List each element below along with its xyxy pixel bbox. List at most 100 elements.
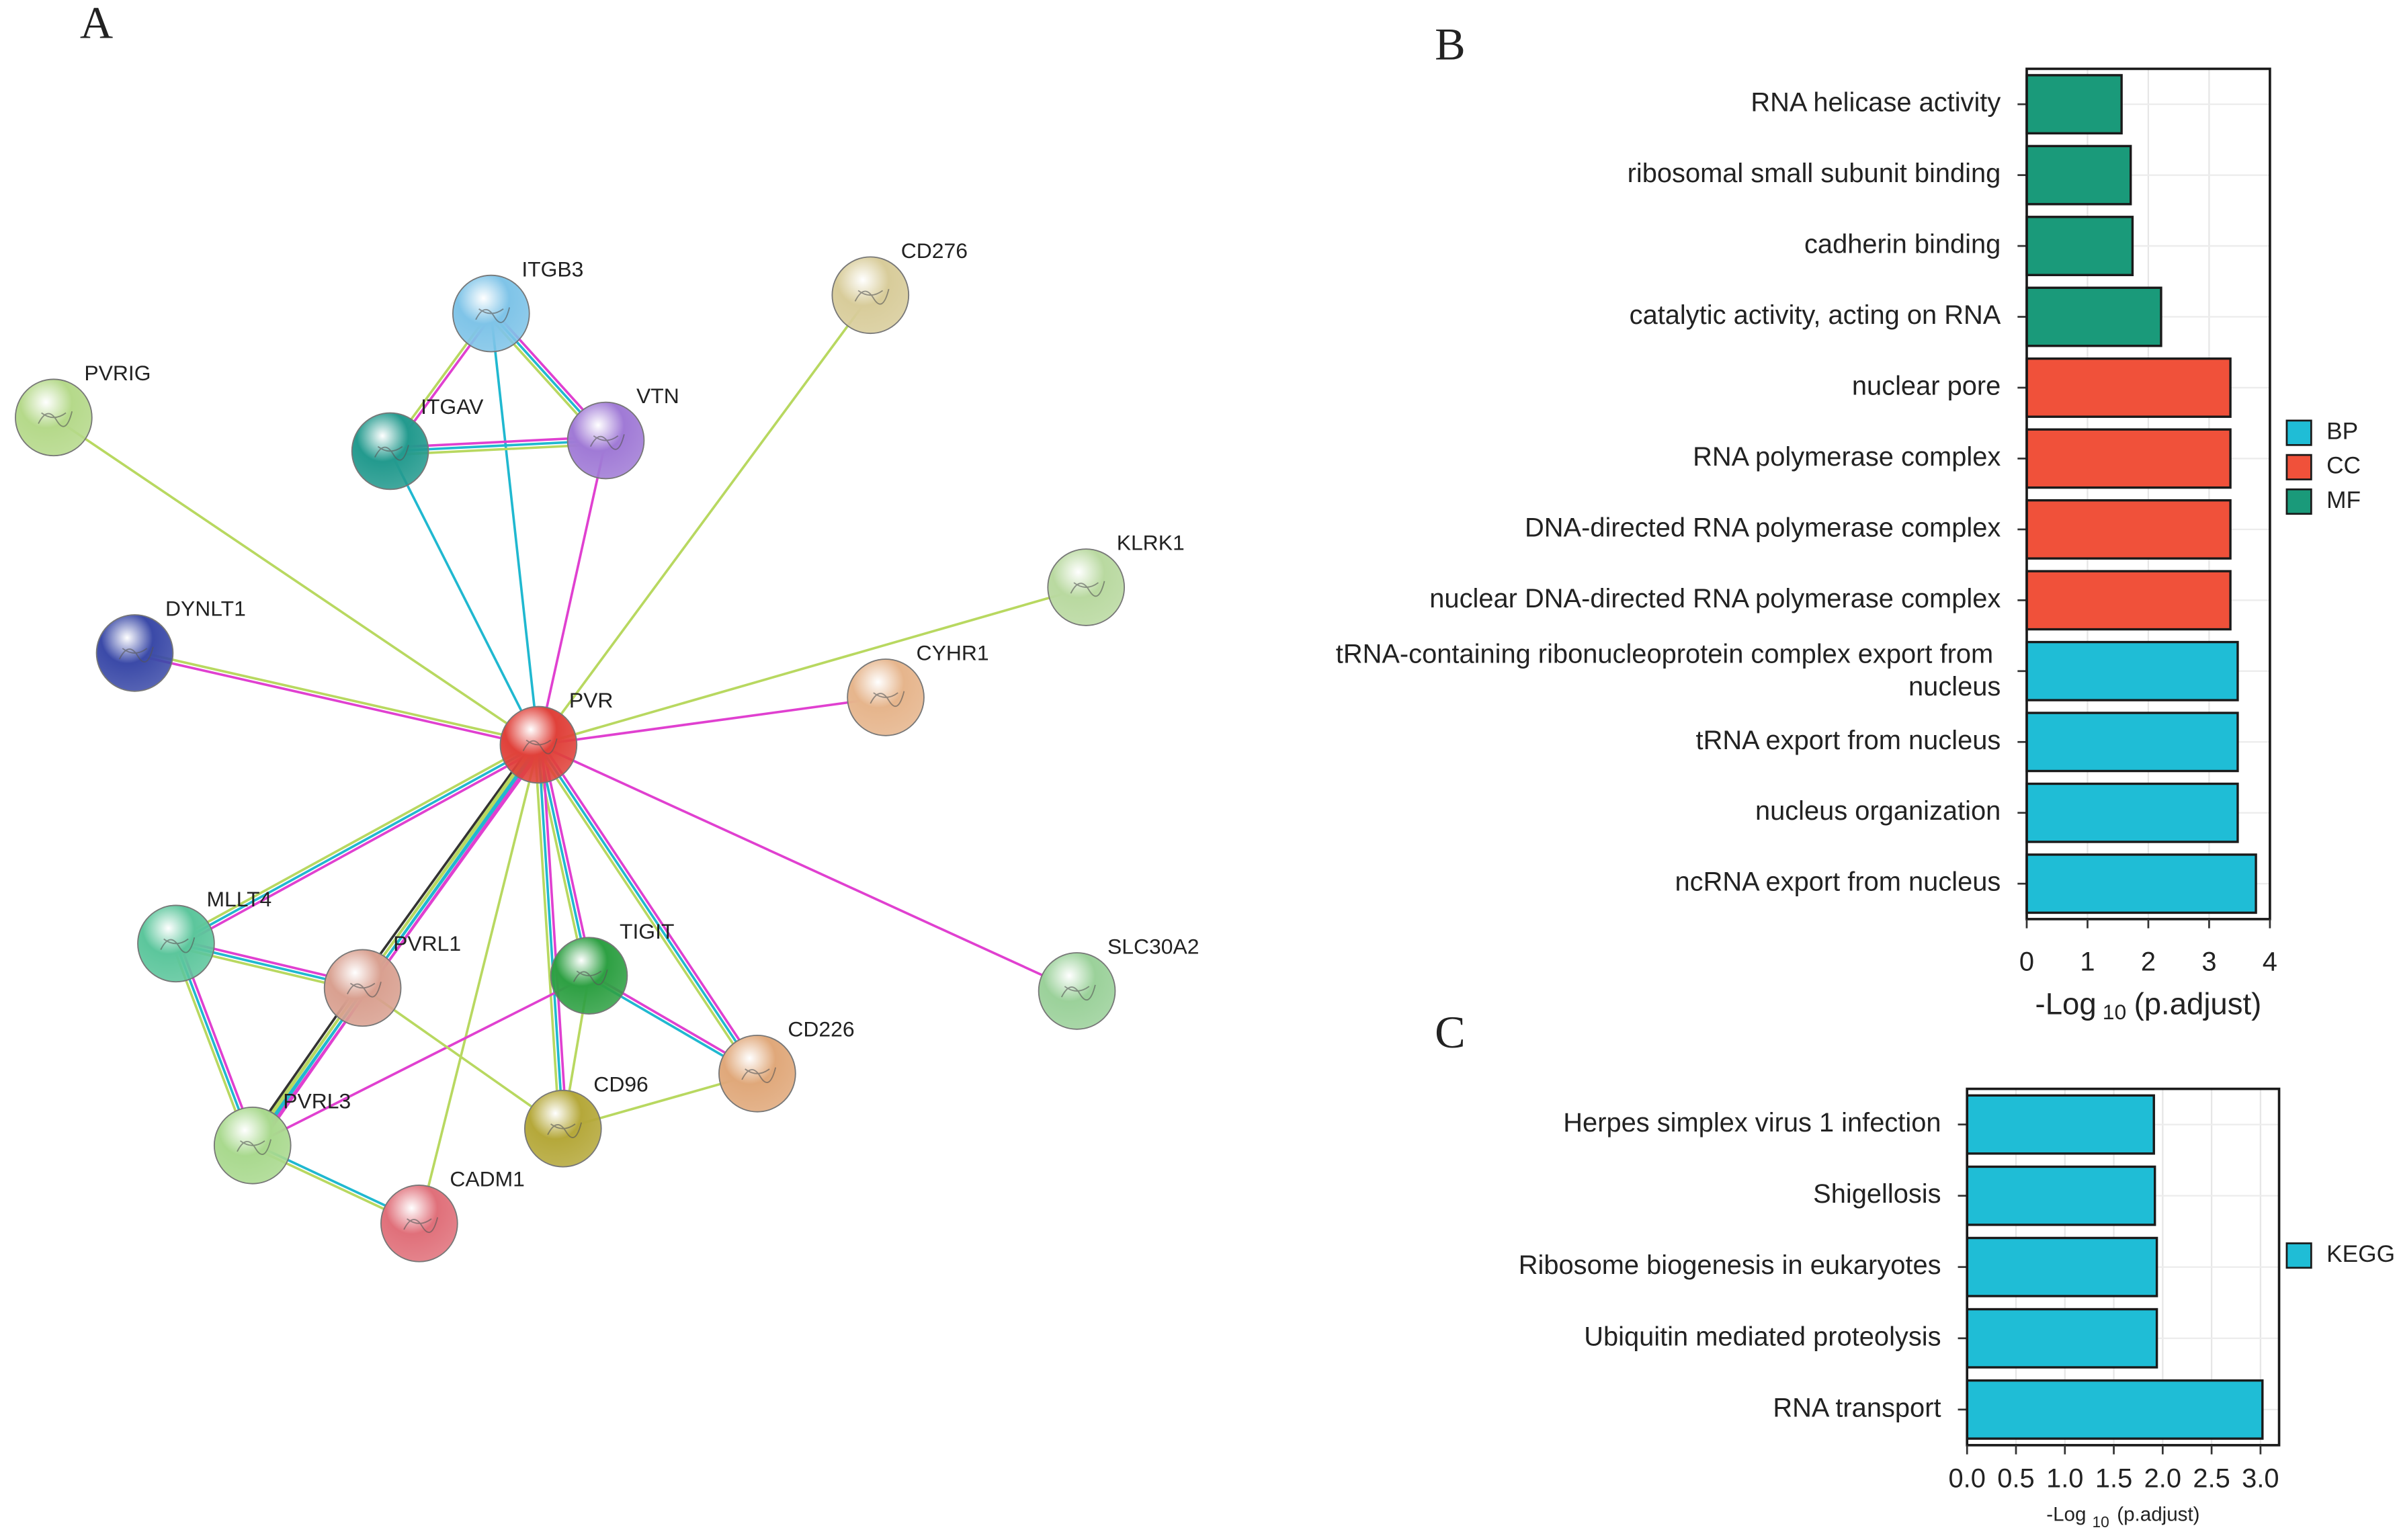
node-structure [1070,581,1105,597]
bar-chart: Herpes simplex virus 1 infection Shigello… [1519,1087,2395,1531]
edge [537,440,607,745]
node-structure [160,937,196,953]
edge [538,586,1087,746]
node-structure [38,411,73,427]
y-tick-label: Shigellosis [1813,1179,1941,1209]
x-tick-label: 0.0 [1949,1464,1986,1494]
node-structure [547,1122,582,1138]
node-structure [347,982,382,998]
node-label: MLLT4 [206,887,271,911]
edge [490,313,540,745]
x-axis-label: -Log 10 (p.adjust) [2046,1503,2199,1531]
bar [2025,853,2257,914]
edge [52,416,540,746]
edge [537,744,564,1129]
node-structure [741,1067,777,1083]
node-label: TIGIT [620,919,674,943]
edge [134,653,539,748]
legend-swatch [2285,488,2312,515]
edge [541,744,569,1129]
y-tick-label: Ubiquitin mediated proteolysis [1584,1322,1941,1351]
y-tick-label: ribosomal small subunit binding [1628,159,2001,188]
node-label: CYHR1 [917,641,989,665]
edge [173,740,538,942]
node-structure [475,307,511,323]
node-structure [870,691,905,708]
y-tick-label: tRNA export from nucleus [1696,726,2001,755]
y-tick-label: RNA helicase activity [1751,88,2001,118]
y-tick-label: ncRNA export from nucleus [1675,867,2001,897]
node-label: DYNLT1 [165,597,246,621]
node-label: ITGB3 [521,257,583,281]
legend-label: KEGG [2326,1241,2395,1267]
node-structure [522,738,558,755]
bar [2025,782,2239,843]
x-label-sub: 10 [2103,1000,2126,1024]
edge [537,744,591,976]
y-tick-label: RNA transport [1773,1393,1941,1422]
x-axis-label: -Log 10 (p.adjust) [2035,987,2262,1025]
edge [534,744,561,1129]
node-structure [589,434,625,450]
y-tick-label: nucleus organization [1755,796,2001,826]
node-label: VTN [636,384,679,408]
node-structure [118,646,154,663]
y-tick-label: cadherin binding [1804,230,2001,259]
network: PVR ITGB3 ITGAV VTN CD276 PVRIG DYNLT1 KLRK1 CYH… [15,239,1199,1263]
edge [534,745,587,977]
bar [1966,1094,2155,1155]
legend-swatch [2285,454,2312,480]
y-tick-label: tRNA-containing ribonucleoprotein comple… [1336,639,2001,701]
x-tick-label: 0.5 [1997,1464,2034,1494]
bar [2025,570,2232,631]
x-tick-label: 1.5 [2095,1464,2132,1494]
edge [357,740,536,986]
x-tick-label: 4 [2263,947,2277,976]
node-label: CD96 [593,1072,648,1096]
label-line: nucleus [1908,672,2001,701]
y-tick-label: nuclear pore [1852,371,2001,400]
legend-label: CC [2326,453,2361,479]
y-tick-label: catalytic activity, acting on RNA [1630,300,2001,330]
bar [2025,216,2134,277]
node-structure [1060,984,1096,1001]
node-label: KLRK1 [1117,531,1185,555]
edge [175,743,540,945]
edge [537,744,759,1074]
edge [540,742,761,1072]
edge [134,650,540,744]
legend-swatch [2285,419,2312,446]
panel-letter: A [80,0,113,48]
bar [2025,428,2232,489]
edge [362,986,564,1130]
y-tick-label: Herpes simplex virus 1 infection [1563,1108,1941,1138]
x-label-part: -Log [2035,987,2097,1021]
node-label: PVRL3 [283,1088,351,1113]
node-structure [854,288,890,305]
bar [1966,1379,2264,1440]
bar [1966,1236,2158,1297]
edge [251,974,590,1147]
x-label-part: (p.adjust) [2117,1503,2199,1525]
x-tick-label: 2.5 [2193,1464,2230,1494]
bar [2025,640,2239,701]
node-structure [573,969,608,986]
node-structure [237,1139,271,1155]
bar [1966,1165,2156,1226]
node-label: PVRL1 [393,931,461,955]
bar-chart: RNA helicase activity ribosomal small sub… [1336,67,2361,1025]
node-structure [403,1217,439,1234]
node-label: ITGAV [421,394,484,419]
y-tick-label: DNA-directed RNA polymerase complex [1525,513,2001,542]
label-line: tRNA-containing ribonucleoprotein comple… [1336,639,2001,669]
edge [534,746,755,1076]
legend-label: BP [2326,418,2358,444]
x-label-part: (p.adjust) [2134,987,2262,1021]
edge [538,696,886,746]
node-label: SLC30A2 [1107,935,1199,959]
y-tick-label: RNA polymerase complex [1693,442,2001,472]
legend-swatch [2285,1242,2312,1269]
bar [2025,712,2239,773]
